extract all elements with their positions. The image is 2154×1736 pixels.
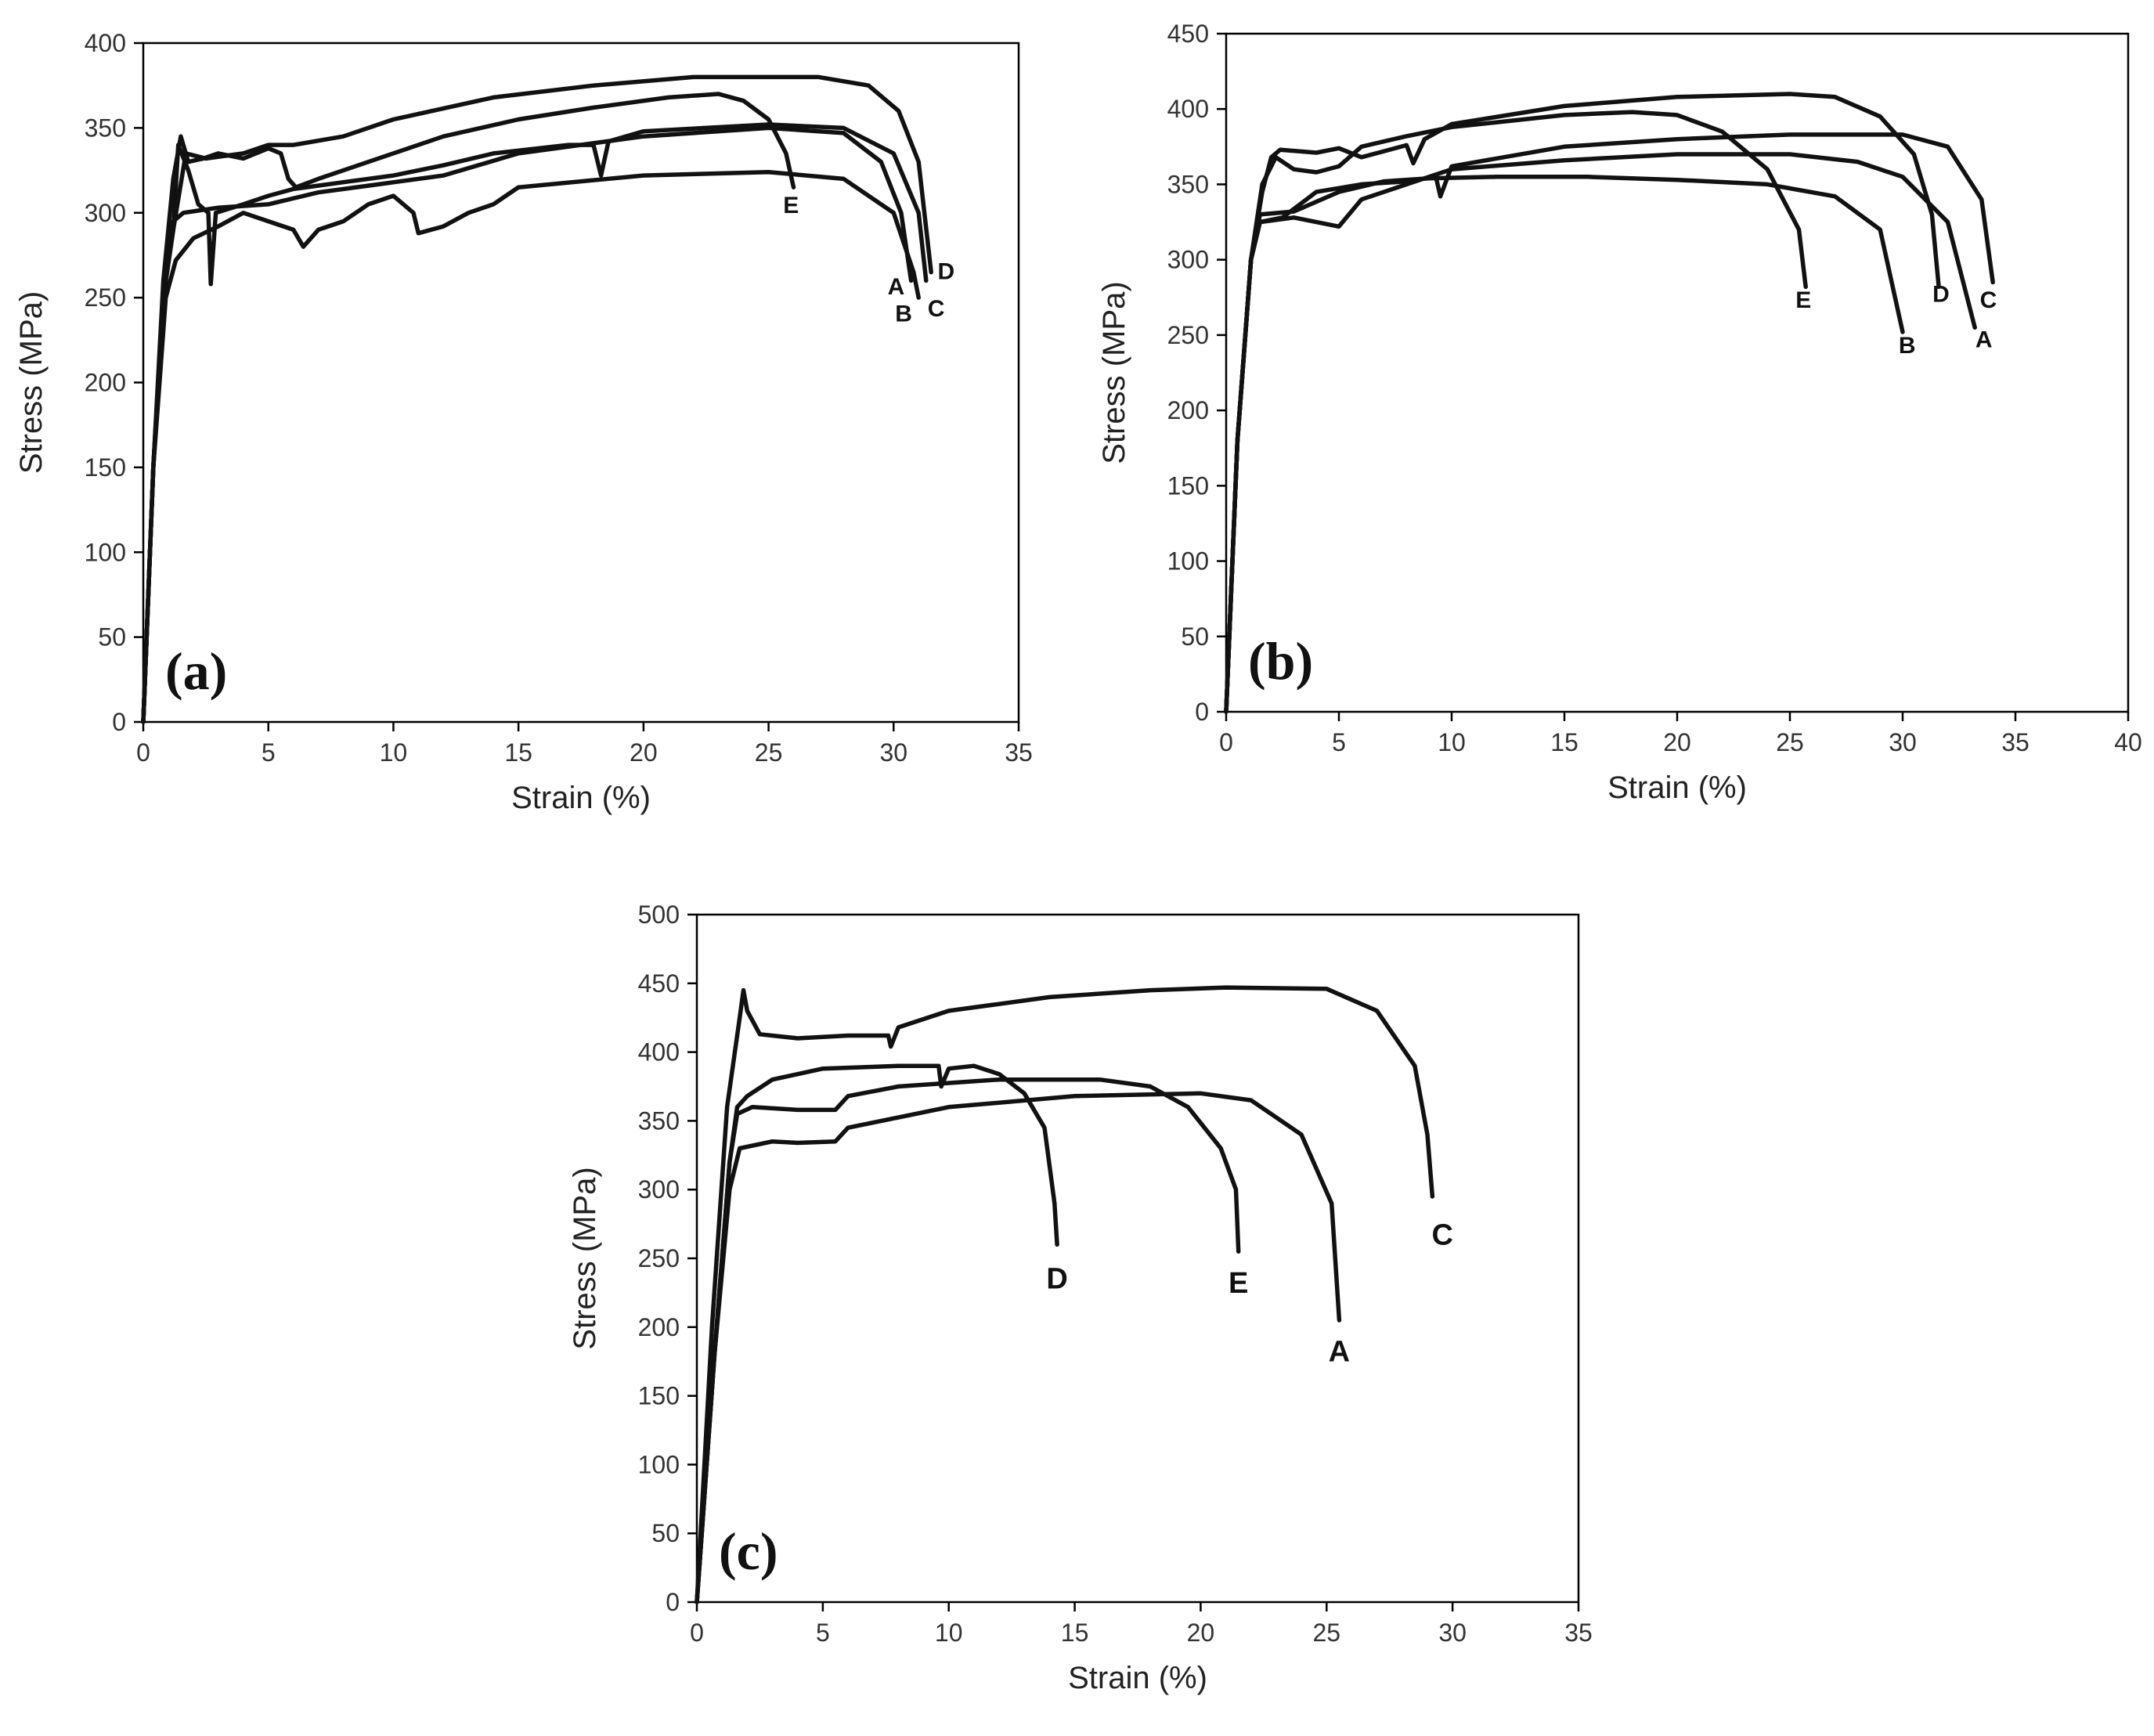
y-tick-label: 400 [638,1038,680,1067]
y-tick-label: 200 [85,369,126,397]
series-label-e: E [1795,287,1811,313]
x-axis-title: Strain (%) [511,781,651,815]
y-tick-label: 400 [1167,95,1209,123]
x-tick-label: 5 [262,738,276,767]
y-tick-label: 350 [638,1106,680,1135]
series-label-d: D [1932,282,1950,308]
series-line-b [141,169,921,724]
y-tick-label: 50 [1181,623,1209,651]
series-line-d [141,74,933,724]
series-label-c: C [928,296,945,322]
series-line-c [695,985,1435,1604]
y-tick-label: 300 [1167,246,1209,274]
x-axis-title: Strain (%) [1607,771,1747,805]
y-axis-title: Stress (MPa) [1097,281,1131,464]
x-tick-label: 20 [630,738,658,767]
x-tick-label: 0 [136,738,150,767]
y-tick-label: 200 [1167,396,1209,424]
panel-label: (b) [1248,631,1313,691]
x-tick-label: 35 [1005,738,1033,767]
x-tick-label: 0 [1219,728,1233,756]
x-tick-label: 35 [2001,728,2030,756]
series-line-e [141,92,796,724]
y-axis-title: Stress (MPa) [568,1167,602,1349]
panel-label: (a) [165,641,227,701]
series-label-e: E [1229,1267,1248,1300]
y-tick-label: 150 [638,1382,680,1410]
series-label-d: D [938,258,955,284]
y-tick-label: 450 [1167,20,1209,48]
x-tick-label: 15 [1550,728,1579,756]
series-line-a [695,1091,1342,1604]
series-label-a: A [1975,327,1993,352]
y-tick-label: 100 [1167,547,1209,576]
series-line-e [1224,110,1808,714]
x-tick-label: 0 [690,1619,704,1647]
x-axis-title: Strain (%) [1068,1661,1207,1695]
x-tick-label: 25 [1776,728,1804,756]
series-label-e: E [783,193,799,218]
y-tick-label: 50 [98,623,126,651]
y-tick-label: 300 [638,1175,680,1204]
x-tick-label: 5 [816,1619,830,1647]
y-tick-label: 100 [85,538,126,566]
x-tick-label: 35 [1564,1619,1593,1647]
y-tick-label: 250 [638,1244,680,1272]
x-tick-label: 40 [2114,728,2142,756]
y-tick-label: 100 [638,1450,680,1478]
series-line-e [695,1077,1241,1604]
chart-panel-b: 0 5 10 15 20 25 30 35 40050100150200250300350400… [1097,20,2142,805]
chart-panel-c: 0 5 10 15 20 25 30 3505010015020025030035040045… [568,900,1593,1695]
x-tick-label: 30 [1438,1619,1467,1647]
x-tick-label: 30 [1889,728,1917,756]
y-tick-label: 400 [85,29,126,57]
chart-panel-a: 0 5 10 15 20 25 30 35050100150200250300350400St… [14,29,1033,815]
x-tick-label: 25 [755,738,783,767]
y-tick-label: 150 [1167,471,1209,500]
y-tick-label: 350 [85,114,126,142]
series-label-b: B [1899,333,1916,359]
series-line-c [141,122,929,724]
y-tick-label: 50 [651,1519,680,1547]
y-axis-title: Stress (MPa) [14,291,49,474]
series-label-a: A [1329,1336,1350,1369]
panel-label: (c) [719,1521,778,1581]
x-tick-label: 15 [504,738,532,767]
x-tick-label: 20 [1663,728,1691,756]
x-tick-label: 10 [935,1619,963,1647]
x-tick-label: 20 [1187,1619,1215,1647]
y-tick-label: 200 [638,1313,680,1341]
series-label-b: B [895,301,912,327]
x-tick-label: 15 [1061,1619,1089,1647]
y-tick-label: 0 [112,708,126,736]
x-tick-label: 25 [1312,1619,1340,1647]
y-tick-label: 500 [638,900,680,929]
y-tick-label: 350 [1167,170,1209,198]
y-tick-label: 250 [1167,321,1209,349]
y-tick-label: 300 [85,199,126,227]
y-tick-label: 450 [638,969,680,998]
series-label-c: C [1980,287,1997,313]
y-tick-label: 250 [85,283,126,312]
series-label-d: D [1046,1263,1067,1296]
series-line-c [1224,132,1995,714]
y-tick-label: 150 [85,453,126,482]
x-tick-label: 10 [1438,728,1466,756]
series-label-a: A [888,274,905,300]
x-tick-label: 30 [879,738,907,767]
x-tick-label: 5 [1332,728,1346,756]
x-tick-label: 10 [380,738,408,767]
y-tick-label: 0 [1195,698,1209,726]
series-label-c: C [1432,1218,1453,1251]
y-tick-label: 0 [666,1588,680,1616]
